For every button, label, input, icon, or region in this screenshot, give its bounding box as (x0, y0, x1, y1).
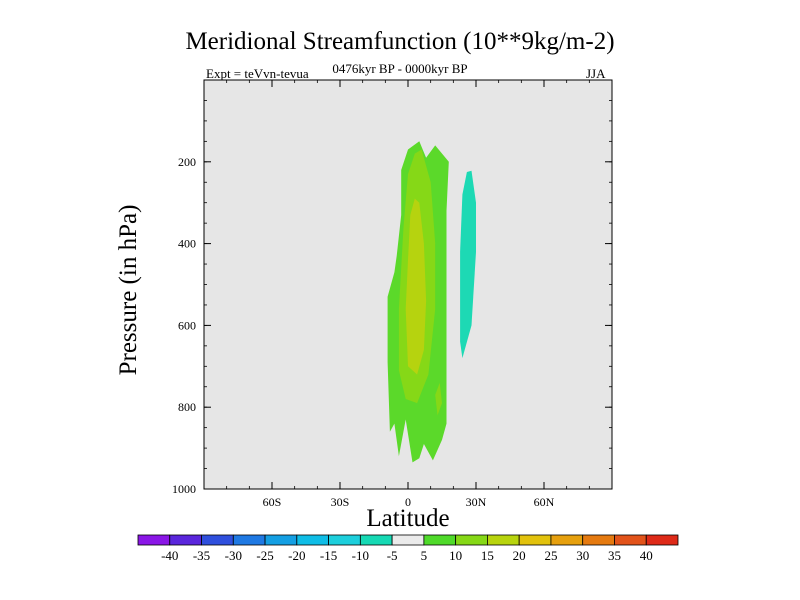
colorbar-label: 35 (608, 548, 621, 563)
colorbar-label: 40 (640, 548, 653, 563)
colorbar-swatch (359, 534, 393, 546)
colorbar-label: -35 (193, 548, 210, 563)
colorbar-swatch (645, 534, 679, 546)
colorbar-swatch (201, 534, 234, 546)
y-tick-label: 400 (178, 237, 196, 251)
colorbar-swatch (582, 534, 615, 546)
colorbar-swatch (328, 534, 361, 546)
contour-fill-3 (435, 382, 442, 416)
colorbar-label: 5 (421, 548, 428, 563)
colorbar-label: 15 (481, 548, 494, 563)
colorbar-label: 10 (449, 548, 462, 563)
colorbar-swatch (455, 534, 488, 546)
x-axis-label: Latitude (366, 505, 450, 532)
season-label: JJA (586, 66, 606, 81)
colorbar-label: -25 (256, 548, 273, 563)
y-tick-label: 1000 (172, 482, 196, 496)
x-tick-label: 60N (534, 495, 555, 509)
colorbar-swatch (518, 534, 552, 546)
colorbar-label: -10 (352, 548, 369, 563)
colorbar-label: -20 (288, 548, 305, 563)
chart-title: Meridional Streamfunction (10**9kg/m-2) (185, 28, 615, 55)
colorbar-label: 30 (576, 548, 589, 563)
colorbar-swatch (137, 534, 171, 546)
colorbar-label: -30 (225, 548, 242, 563)
x-tick-label: 30N (466, 495, 487, 509)
experiment-label: Expt = teVvn-tevua (206, 66, 309, 81)
y-tick-label: 200 (178, 155, 196, 169)
colorbar-swatch (550, 534, 584, 546)
colorbar-swatch (264, 534, 298, 546)
colorbar-label: -5 (387, 548, 398, 563)
contour-fill-2 (405, 198, 427, 375)
x-tick-label: 60S (263, 495, 282, 509)
time-range-label: 0476kyr BP - 0000kyr BP (332, 61, 468, 76)
colorbar-label: 25 (544, 548, 557, 563)
colorbar-swatch (169, 534, 202, 546)
contour-fill-4 (460, 170, 476, 359)
colorbar-swatch (487, 534, 520, 546)
y-tick-label: 600 (178, 318, 196, 332)
colorbar-swatch (423, 534, 457, 546)
colorbar-label: -15 (320, 548, 337, 563)
x-tick-label: 30S (331, 495, 350, 509)
colorbar-label: 20 (513, 548, 526, 563)
colorbar-swatch (296, 534, 329, 546)
y-tick-label: 800 (178, 400, 196, 414)
colorbar-label: -40 (161, 548, 178, 563)
colorbar-swatch (614, 534, 647, 546)
colorbar-swatch (232, 534, 266, 546)
x-tick-label: 0 (405, 495, 411, 509)
colorbar-swatch (391, 534, 425, 546)
